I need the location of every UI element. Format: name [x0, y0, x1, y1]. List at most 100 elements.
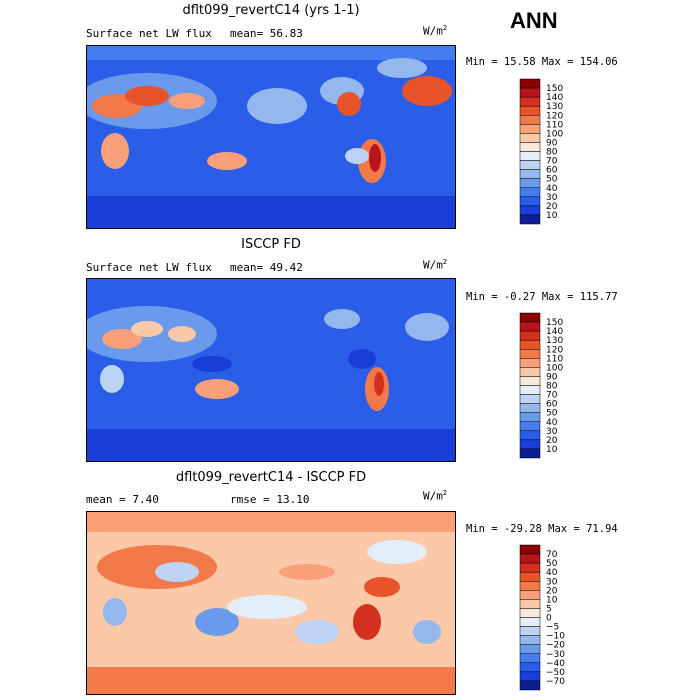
colorbar-swatch — [519, 671, 541, 682]
panel-2-mean: mean= 49.42 — [230, 261, 303, 274]
colorbar-swatch — [519, 358, 541, 368]
colorbar-tick-label: −30 — [546, 650, 565, 660]
colorbar-swatch — [519, 349, 541, 359]
panel-3-minmax: Min = -29.28 Max = 71.94 — [466, 523, 618, 535]
colorbar-swatch — [519, 448, 541, 459]
panel-3-rmse: rmse = 13.10 — [230, 493, 310, 506]
colorbar-swatch — [519, 599, 541, 609]
colorbar-tick-label: 120 — [546, 111, 563, 121]
colorbar-swatch — [519, 133, 541, 143]
colorbar-tick-label: 70 — [546, 391, 558, 401]
colorbar-tick-label: 70 — [546, 157, 558, 167]
colorbar-tick-label: 140 — [546, 93, 563, 103]
colorbar-swatch — [519, 430, 541, 441]
panel-1-title: dflt099_revertC14 (yrs 1-1) — [182, 3, 360, 18]
panel-2-variable: Surface net LW flux — [86, 261, 212, 274]
colorbar-tick-label: 40 — [546, 568, 558, 578]
colorbar-swatch — [519, 421, 541, 432]
colorbar-tick-label: 150 — [546, 84, 563, 94]
colorbar-tick-label: 130 — [546, 102, 563, 112]
colorbar-tick-label: 140 — [546, 327, 563, 337]
panel-1-mean: mean= 56.83 — [230, 27, 303, 40]
panel-2-colorbar: 150 140 130 120 110 100 90 80 70 60 50 40 30 20 10 — [519, 312, 563, 459]
colorbar-swatch — [519, 160, 541, 170]
colorbar-swatch — [519, 562, 541, 573]
colorbar-swatch — [519, 96, 541, 107]
colorbar-tick-label: 100 — [546, 129, 563, 139]
colorbar-tick-label: 50 — [546, 559, 558, 569]
colorbar-tick-label: 90 — [546, 138, 558, 148]
colorbar-swatch — [519, 142, 541, 152]
colorbar-tick-label: −5 — [546, 623, 559, 633]
colorbar-tick-label: −50 — [546, 668, 565, 678]
colorbar-tick-label: 20 — [546, 436, 558, 446]
colorbar-tick-label: 0 — [546, 614, 552, 624]
colorbar-swatch — [519, 151, 541, 161]
colorbar-swatch — [519, 571, 541, 582]
colorbar-tick-label: −10 — [546, 632, 565, 642]
colorbar-swatch — [519, 87, 541, 98]
colorbar-tick-label: 50 — [546, 409, 558, 419]
colorbar-tick-label: 30 — [546, 427, 558, 437]
colorbar-swatch — [519, 394, 541, 404]
colorbar-swatch — [519, 635, 541, 645]
panel-3-mean: mean = 7.40 — [86, 493, 159, 506]
colorbar-swatch — [519, 626, 541, 636]
panel-1-map — [86, 45, 456, 229]
colorbar-swatch — [519, 403, 541, 413]
colorbar-tick-label: −40 — [546, 659, 565, 669]
colorbar-swatch — [519, 662, 541, 673]
panel-3-map — [86, 511, 456, 695]
panel-1-minmax: Min = 15.58 Max = 154.06 — [466, 56, 618, 68]
colorbar-tick-label: 110 — [546, 354, 563, 364]
colorbar-swatch — [519, 581, 541, 591]
colorbar-swatch — [519, 214, 541, 225]
colorbar-tick-label: 60 — [546, 166, 558, 176]
colorbar-swatch — [519, 653, 541, 664]
colorbar-swatch — [519, 385, 541, 395]
colorbar-swatch — [519, 590, 541, 600]
colorbar-tick-label: 70 — [546, 550, 558, 560]
colorbar-tick-label: 100 — [546, 363, 563, 373]
colorbar-tick-label: 90 — [546, 372, 558, 382]
colorbar-swatch — [519, 312, 541, 323]
panel-2-map — [86, 278, 456, 462]
colorbar-swatch — [519, 115, 541, 125]
colorbar-tick-label: 50 — [546, 175, 558, 185]
colorbar-swatch — [519, 412, 541, 422]
season-label: ANN — [510, 8, 558, 33]
colorbar-swatch — [519, 439, 541, 450]
panel-1-colorbar: 150 140 130 120 110 100 90 80 70 60 50 40 30 20 10 — [519, 78, 563, 225]
colorbar-tick-label: 30 — [546, 193, 558, 203]
colorbar-swatch — [519, 187, 541, 198]
colorbar-swatch — [519, 169, 541, 179]
colorbar-tick-label: 80 — [546, 382, 558, 392]
colorbar-tick-label: 10 — [546, 595, 558, 605]
colorbar-tick-label: 20 — [546, 586, 558, 596]
colorbar-tick-label: 10 — [546, 445, 558, 455]
colorbar-swatch — [519, 124, 541, 134]
panel-3-units: W/m2 — [423, 489, 448, 503]
colorbar-swatch — [519, 608, 541, 618]
panel-2-minmax: Min = -0.27 Max = 115.77 — [466, 291, 618, 303]
colorbar-tick-label: 20 — [546, 202, 558, 212]
colorbar-swatch — [519, 205, 541, 216]
colorbar-swatch — [519, 330, 541, 341]
colorbar-tick-label: 80 — [546, 148, 558, 158]
colorbar-swatch — [519, 644, 541, 654]
colorbar-swatch — [519, 617, 541, 627]
colorbar-tick-label: 10 — [546, 211, 558, 221]
panel-2-title: ISCCP FD — [241, 237, 301, 252]
panel-1-variable: Surface net LW flux — [86, 27, 212, 40]
colorbar-tick-label: 30 — [546, 577, 558, 587]
colorbar-swatch — [519, 544, 541, 555]
colorbar-swatch — [519, 339, 541, 350]
colorbar-tick-label: 110 — [546, 120, 563, 130]
colorbar-tick-label: 5 — [546, 604, 552, 614]
colorbar-swatch — [519, 367, 541, 377]
colorbar-tick-label: 120 — [546, 345, 563, 355]
panel-3-title: dflt099_revertC14 - ISCCP FD — [175, 470, 367, 485]
colorbar-swatch — [519, 553, 541, 564]
